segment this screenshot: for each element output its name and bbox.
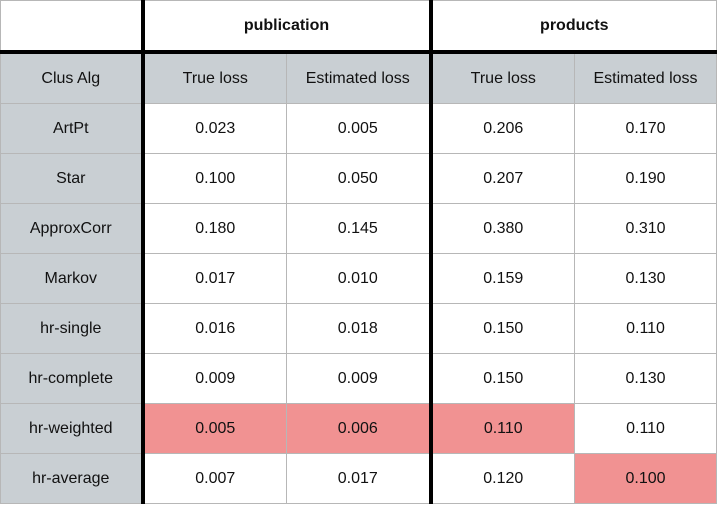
- cell-products-estimated-loss: 0.190: [574, 153, 717, 204]
- cell-publication-true-loss: 0.005: [140, 403, 287, 454]
- cell-products-true-loss: 0.120: [428, 453, 576, 504]
- table-row: hr-weighted 0.005 0.006 0.110 0.110: [0, 403, 717, 454]
- cell-publication-true-loss: 0.180: [140, 203, 287, 254]
- column-header-publication-estimated-loss: Estimated loss: [285, 51, 432, 104]
- row-label: hr-average: [0, 453, 143, 504]
- cell-products-estimated-loss: 0.130: [574, 353, 717, 404]
- table-row: ApproxCorr 0.180 0.145 0.380 0.310: [0, 203, 717, 254]
- table-row: hr-average 0.007 0.017 0.120 0.100: [0, 453, 717, 504]
- cell-products-estimated-loss: 0.100: [574, 453, 717, 504]
- cell-publication-true-loss: 0.100: [140, 153, 287, 204]
- cell-publication-true-loss: 0.016: [140, 303, 287, 354]
- cell-publication-estimated-loss: 0.017: [285, 453, 432, 504]
- cell-products-estimated-loss: 0.110: [574, 303, 717, 354]
- cell-publication-true-loss: 0.007: [140, 453, 287, 504]
- cell-publication-estimated-loss: 0.145: [285, 203, 432, 254]
- corner-cell: [0, 0, 143, 54]
- row-label: Markov: [0, 253, 143, 304]
- cell-products-true-loss: 0.380: [428, 203, 576, 254]
- table-row: hr-single 0.016 0.018 0.150 0.110: [0, 303, 717, 354]
- cell-publication-estimated-loss: 0.050: [285, 153, 432, 204]
- column-header-products-true-loss: True loss: [428, 51, 576, 104]
- cell-products-estimated-loss: 0.170: [574, 103, 717, 154]
- cell-publication-estimated-loss: 0.018: [285, 303, 432, 354]
- row-label: hr-complete: [0, 353, 143, 404]
- group-header-products: products: [428, 0, 717, 54]
- column-header-row: Clus Alg True loss Estimated loss True l…: [0, 51, 717, 104]
- cell-products-estimated-loss: 0.310: [574, 203, 717, 254]
- cell-products-true-loss: 0.150: [428, 353, 576, 404]
- cell-publication-true-loss: 0.023: [140, 103, 287, 154]
- cell-publication-true-loss: 0.017: [140, 253, 287, 304]
- cell-products-true-loss: 0.159: [428, 253, 576, 304]
- cell-publication-estimated-loss: 0.010: [285, 253, 432, 304]
- table-row: Markov 0.017 0.010 0.159 0.130: [0, 253, 717, 304]
- column-header-clus-alg: Clus Alg: [0, 51, 143, 104]
- cell-publication-estimated-loss: 0.006: [285, 403, 432, 454]
- cell-products-estimated-loss: 0.110: [574, 403, 717, 454]
- group-header-row: publication products: [0, 0, 717, 54]
- row-label: ArtPt: [0, 103, 143, 154]
- cell-publication-true-loss: 0.009: [140, 353, 287, 404]
- group-header-publication: publication: [140, 0, 432, 54]
- row-label: hr-single: [0, 303, 143, 354]
- row-label: hr-weighted: [0, 403, 143, 454]
- column-header-publication-true-loss: True loss: [140, 51, 287, 104]
- table-row: hr-complete 0.009 0.009 0.150 0.130: [0, 353, 717, 404]
- cell-products-true-loss: 0.206: [428, 103, 576, 154]
- table-body: ArtPt 0.023 0.005 0.206 0.170 Star 0.100…: [0, 103, 717, 504]
- row-label: Star: [0, 153, 143, 204]
- cell-products-true-loss: 0.207: [428, 153, 576, 204]
- table-row: ArtPt 0.023 0.005 0.206 0.170: [0, 103, 717, 154]
- table-row: Star 0.100 0.050 0.207 0.190: [0, 153, 717, 204]
- column-header-products-estimated-loss: Estimated loss: [574, 51, 717, 104]
- cell-publication-estimated-loss: 0.005: [285, 103, 432, 154]
- cell-products-true-loss: 0.110: [428, 403, 576, 454]
- row-label: ApproxCorr: [0, 203, 143, 254]
- cell-products-true-loss: 0.150: [428, 303, 576, 354]
- cell-products-estimated-loss: 0.130: [574, 253, 717, 304]
- cell-publication-estimated-loss: 0.009: [285, 353, 432, 404]
